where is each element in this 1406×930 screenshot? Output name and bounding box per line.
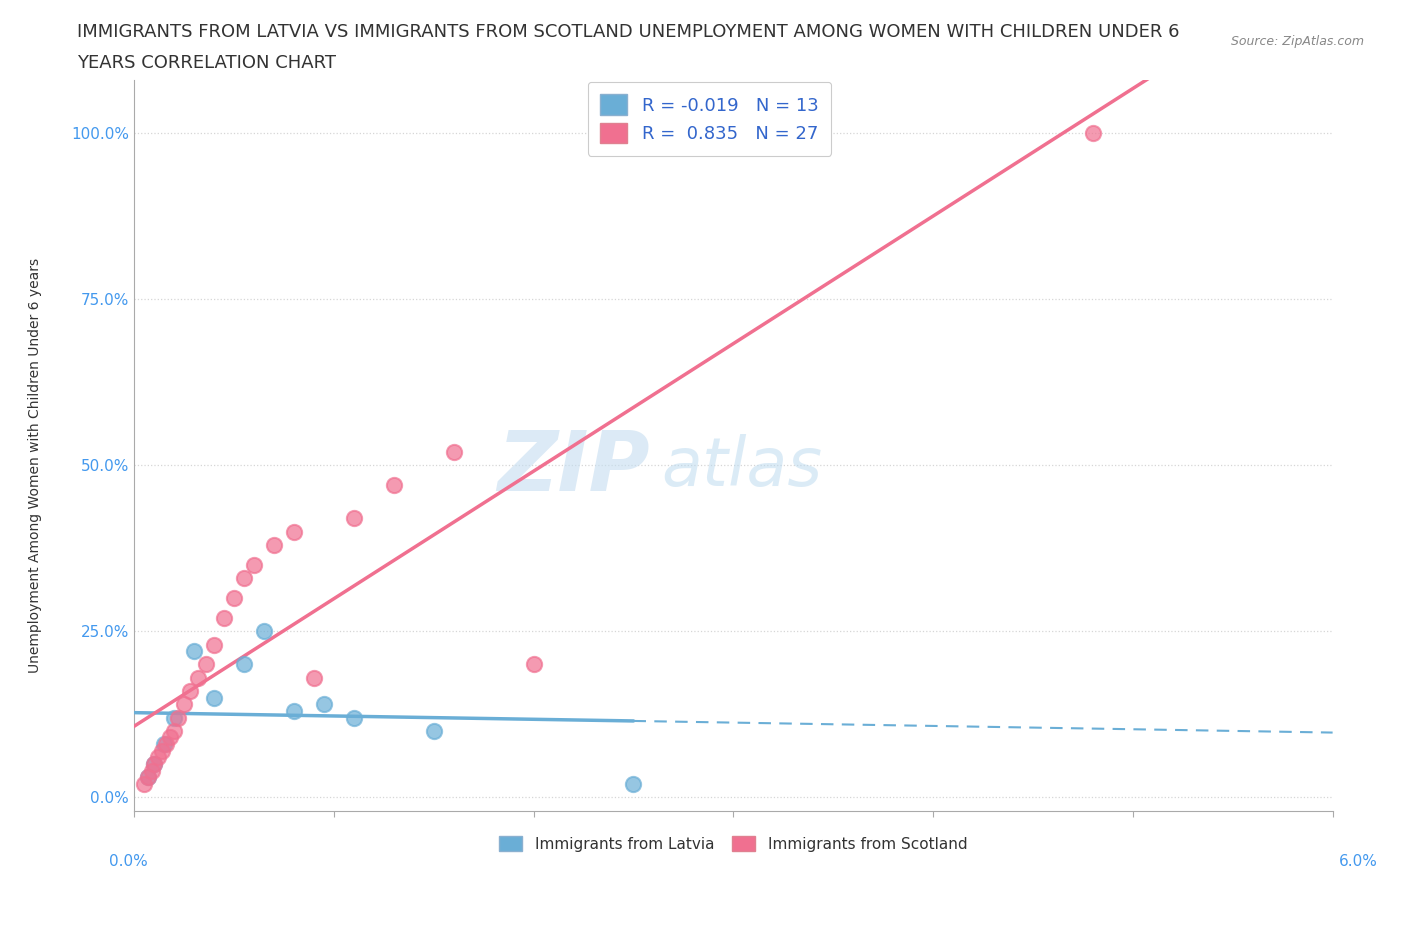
Point [179, 684, 201, 698]
Point [143, 757, 166, 772]
Point [173, 697, 195, 711]
Point [153, 737, 176, 751]
Point [163, 711, 186, 725]
Point [132, 777, 155, 791]
Point [163, 724, 186, 738]
Text: 6.0%: 6.0% [1339, 855, 1378, 870]
Point [623, 777, 645, 791]
Point [212, 610, 235, 625]
Point [136, 770, 159, 785]
Text: IMMIGRANTS FROM LATVIA VS IMMIGRANTS FROM SCOTLAND UNEMPLOYMENT AMONG WOMEN WITH: IMMIGRANTS FROM LATVIA VS IMMIGRANTS FRO… [77, 23, 1180, 41]
Point [202, 690, 225, 705]
Point [143, 757, 166, 772]
Point [422, 724, 444, 738]
Point [155, 737, 177, 751]
Text: ZIP: ZIP [496, 427, 650, 508]
Point [146, 750, 169, 764]
Point [343, 711, 366, 725]
Point [302, 671, 325, 685]
Text: 0.0%: 0.0% [108, 855, 148, 870]
Point [167, 711, 190, 725]
Point [159, 730, 181, 745]
Point [253, 624, 276, 639]
Point [382, 478, 405, 493]
Point [233, 571, 256, 586]
Point [150, 743, 173, 758]
Point [202, 637, 225, 652]
Text: atlas: atlas [661, 434, 823, 500]
Point [243, 557, 266, 572]
Point [183, 644, 205, 658]
Point [195, 657, 218, 671]
Legend: Immigrants from Latvia, Immigrants from Scotland: Immigrants from Latvia, Immigrants from … [494, 830, 973, 857]
Text: Source: ZipAtlas.com: Source: ZipAtlas.com [1230, 35, 1364, 48]
Point [343, 511, 366, 525]
Point [283, 703, 305, 718]
Point [523, 657, 546, 671]
Point [1081, 126, 1104, 140]
Point [222, 591, 245, 605]
Point [141, 764, 163, 778]
Point [233, 657, 256, 671]
Point [263, 538, 285, 552]
Text: Unemployment Among Women with Children Under 6 years: Unemployment Among Women with Children U… [28, 258, 42, 672]
Point [312, 697, 335, 711]
Point [283, 525, 305, 539]
Point [443, 445, 465, 459]
Text: YEARS CORRELATION CHART: YEARS CORRELATION CHART [77, 54, 336, 72]
Point [187, 671, 209, 685]
Point [136, 770, 159, 785]
